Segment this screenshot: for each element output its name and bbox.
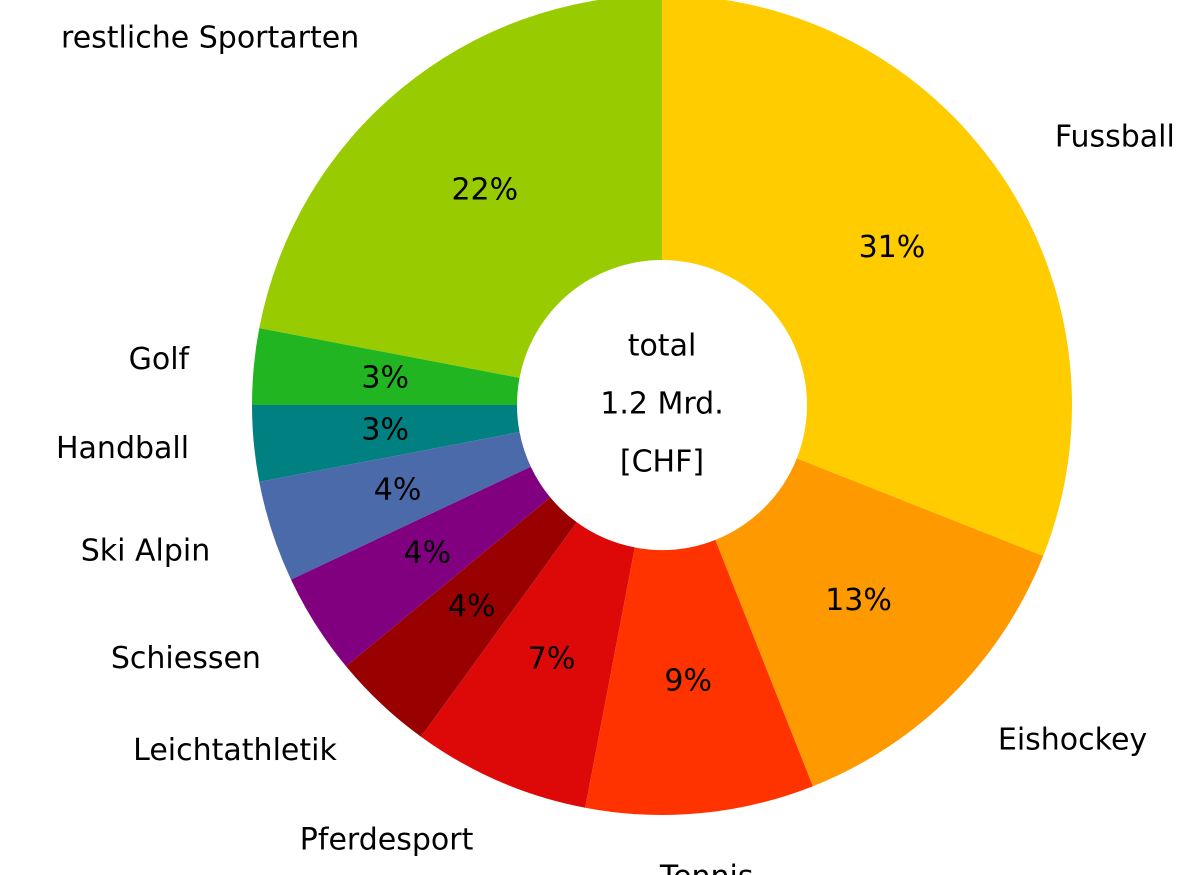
slice [421,522,635,808]
slice [252,405,520,482]
category-label: restliche Sportarten [61,21,359,56]
value-label: 13% [825,583,892,618]
category-label: Eishockey [998,722,1147,757]
center-line: total [628,329,697,364]
category-label: Fussball [1055,120,1175,155]
slice [346,497,577,737]
slice [662,0,1072,556]
category-label: Tennis [659,859,754,875]
value-label: 3% [361,360,409,395]
category-label: Golf [129,342,191,377]
category-label: Leichtathletik [133,733,337,768]
slice [259,432,531,580]
slice [715,458,1044,787]
value-label: 22% [451,172,518,207]
value-label: 4% [403,535,451,570]
slice [252,328,520,405]
value-label: 31% [859,230,926,265]
category-label: Pferdesport [300,822,474,857]
center-text: total 1.2 Mrd. [CHF] [600,329,724,480]
value-label: 7% [528,642,576,677]
slice [291,466,551,667]
value-label: 4% [448,589,496,624]
value-label: 3% [361,413,409,448]
slice [259,0,662,378]
value-label: 4% [374,472,422,507]
center-line: 1.2 Mrd. [600,387,724,422]
slice [585,539,813,815]
category-label: Handball [56,431,189,466]
center-line: [CHF] [620,445,704,480]
category-label: Schiessen [111,641,261,676]
value-label: 9% [664,663,712,698]
category-label: Ski Alpin [81,533,211,568]
